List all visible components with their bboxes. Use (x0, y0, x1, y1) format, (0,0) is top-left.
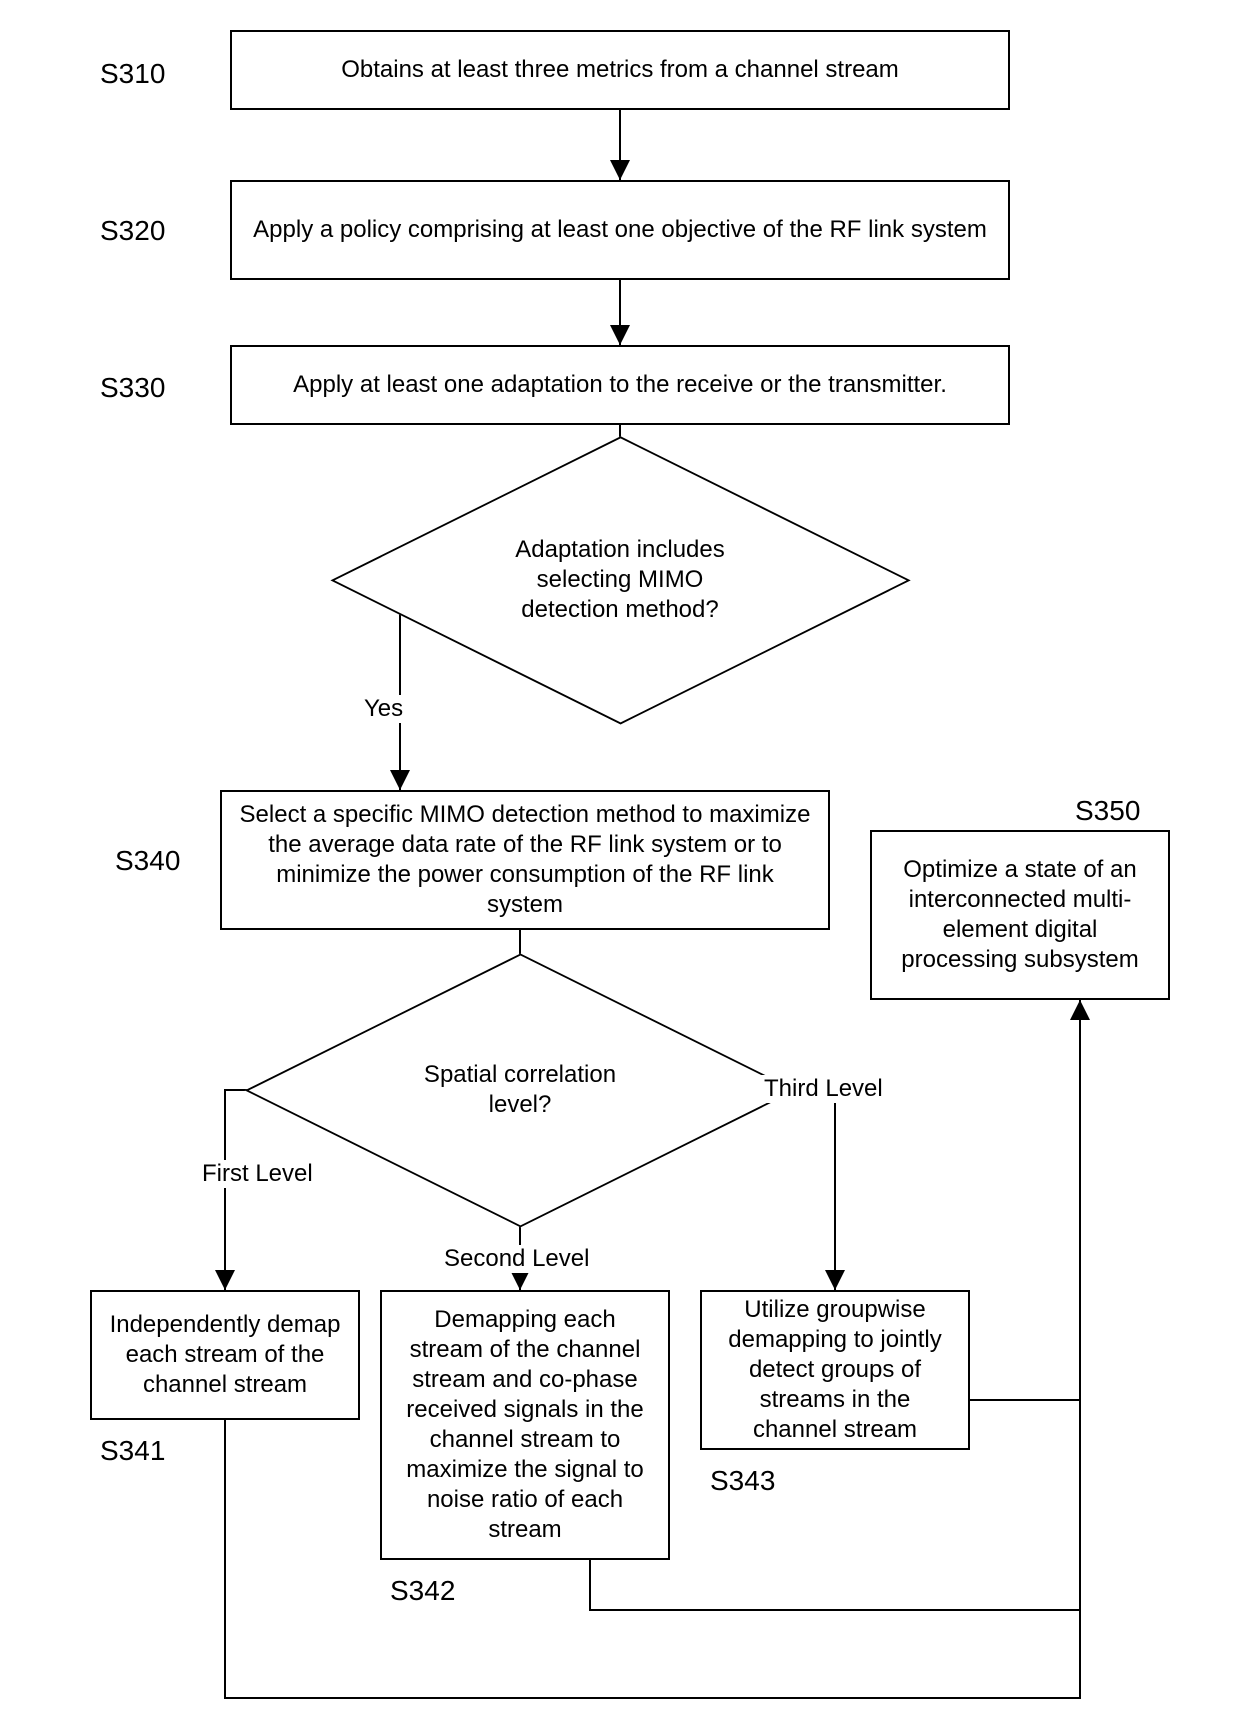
node-s310: Obtains at least three metrics from a ch… (230, 30, 1010, 110)
node-text: Obtains at least three metrics from a ch… (341, 55, 899, 85)
node-text: Optimize a state of an interconnected mu… (888, 855, 1152, 975)
node-text: Apply a policy comprising at least one o… (253, 215, 987, 245)
edge-label-first: First Level (198, 1160, 317, 1188)
decision-text: Adaptation includes selecting MIMO detec… (490, 535, 750, 625)
step-label-s341: S341 (100, 1435, 165, 1467)
node-text: Independently demap each stream of the c… (108, 1310, 342, 1400)
node-s320: Apply a policy comprising at least one o… (230, 180, 1010, 280)
node-s350: Optimize a state of an interconnected mu… (870, 830, 1170, 1000)
edge-label-yes: Yes (360, 695, 407, 723)
edge-label-second: Second Level (440, 1245, 593, 1273)
node-s342: Demapping each stream of the channel str… (380, 1290, 670, 1560)
edge-label-third: Third Level (760, 1075, 887, 1103)
node-s343: Utilize groupwise demapping to jointly d… (700, 1290, 970, 1450)
step-label-s320: S320 (100, 215, 165, 247)
step-label-s350: S350 (1075, 795, 1140, 827)
step-label-s343: S343 (710, 1465, 775, 1497)
node-text: Select a specific MIMO detection method … (238, 800, 812, 920)
step-label-s310: S310 (100, 58, 165, 90)
decision-text: Spatial correlation level? (390, 1060, 650, 1120)
step-label-s342: S342 (390, 1575, 455, 1607)
step-label-s330: S330 (100, 372, 165, 404)
step-label-s340: S340 (115, 845, 180, 877)
node-text: Utilize groupwise demapping to jointly d… (718, 1295, 952, 1445)
node-s330: Apply at least one adaptation to the rec… (230, 345, 1010, 425)
node-text: Demapping each stream of the channel str… (398, 1305, 652, 1545)
node-text: Apply at least one adaptation to the rec… (293, 370, 947, 400)
node-s341: Independently demap each stream of the c… (90, 1290, 360, 1420)
node-s340: Select a specific MIMO detection method … (220, 790, 830, 930)
